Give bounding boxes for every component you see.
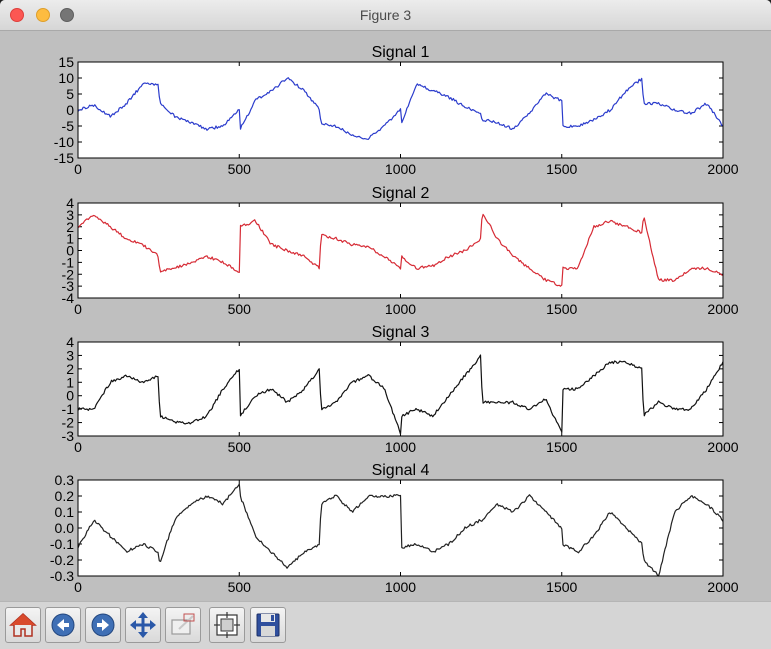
x-tick-label: 500 [228,579,252,595]
x-tick-label: 1000 [385,439,416,455]
y-tick-label: -3 [62,278,75,294]
x-tick-label: 2000 [707,579,738,595]
y-tick-label: -15 [54,150,74,166]
x-tick-label: 1500 [546,439,577,455]
series-line [77,213,724,287]
subplot-title: Signal 3 [372,324,430,341]
y-tick-label: 1 [66,374,74,390]
series-line [77,483,724,577]
plot-area [78,342,723,436]
zoom-rectangle-icon [171,613,195,635]
x-tick-label: 1000 [385,301,416,317]
y-tick-label: -2 [62,266,75,282]
y-tick-label: 4 [66,195,74,211]
axes-frame [77,479,724,577]
y-tick-label: 15 [58,54,74,70]
subplots-button[interactable] [209,607,245,643]
x-tick-label: 2000 [707,439,738,455]
x-tick-label: 1500 [546,579,577,595]
y-tick-label: 5 [66,86,74,102]
y-tick-label: 4 [66,334,74,350]
x-tick-label: 0 [74,161,82,177]
y-tick-label: 0.3 [55,472,75,488]
zoom-button[interactable] [165,607,201,643]
axes-frame [77,202,724,299]
subplot-4: Signal 4 0 500 1000 1500 2000 0.30.20.10.0-0.1… [50,462,739,595]
x-tick-label: 1000 [385,161,416,177]
y-tick-label: 0 [66,388,74,404]
y-tick-label: 3 [66,207,74,223]
x-tick-label: 2000 [707,161,738,177]
floppy-disk-icon [256,613,280,637]
save-button[interactable] [250,607,286,643]
y-tick-label: 3 [66,347,74,363]
y-tick-label: 0 [66,243,74,259]
x-tick-label: 500 [228,439,252,455]
back-arrow-icon [51,613,75,637]
home-icon [9,612,37,637]
y-tick-label: -0.1 [50,536,74,552]
subplot-title: Signal 2 [372,185,430,202]
forward-button[interactable] [85,607,121,643]
maximize-window-button[interactable] [60,8,74,22]
series-line [77,77,724,141]
figure-svg: Signal 10 500 1000 1500 2000151050-5-10-15Si… [50,44,739,595]
y-tick-label: -1 [62,254,75,270]
x-tick-label: 1000 [385,579,416,595]
x-tick-label: 1500 [546,161,577,177]
axes-frame [77,61,724,159]
x-tick-label: 500 [228,301,252,317]
subplot-title: Signal 1 [372,44,430,61]
x-tick-label: 0 [74,301,82,317]
y-tick-label: 0.0 [55,520,75,536]
plot-area [78,203,723,298]
home-button[interactable] [5,607,41,643]
x-tick-label: 0 [74,439,82,455]
forward-arrow-icon [91,613,115,637]
subplot-title: Signal 4 [372,462,430,479]
move-arrows-icon [130,612,156,638]
navigation-toolbar [0,601,771,649]
y-tick-label: 1 [66,231,74,247]
x-tick-label: 2000 [707,301,738,317]
y-tick-label: 10 [58,70,74,86]
pan-button[interactable] [125,607,161,643]
y-tick-label: -2 [62,415,75,431]
x-tick-label: 500 [228,161,252,177]
axes-frame [77,341,724,437]
y-tick-label: -4 [62,290,75,306]
close-window-button[interactable] [10,8,24,22]
y-tick-label: -0.3 [50,568,74,584]
series-line [77,354,724,435]
x-tick-label: 1500 [546,301,577,317]
title-bar: Figure 3 [0,0,771,31]
y-tick-label: -10 [54,134,74,150]
x-tick-label: 0 [74,579,82,595]
y-tick-label: -3 [62,428,75,444]
minimize-window-button[interactable] [36,8,50,22]
y-tick-label: 0.1 [55,504,75,520]
back-button[interactable] [45,607,81,643]
y-tick-label: 2 [66,219,74,235]
y-tick-label: 0 [66,102,74,118]
subplots-config-icon [214,612,240,638]
y-tick-label: 0.2 [55,488,75,504]
y-tick-label: -1 [62,401,75,417]
window-title: Figure 3 [359,7,412,23]
y-tick-label: -0.2 [50,552,74,568]
y-tick-label: -5 [62,118,75,134]
figure-canvas: Signal 1 0 500 1000 1500 2000 15 10 5 0 -5 -10 -15 Si… [0,31,771,601]
y-tick-label: 2 [66,361,74,377]
